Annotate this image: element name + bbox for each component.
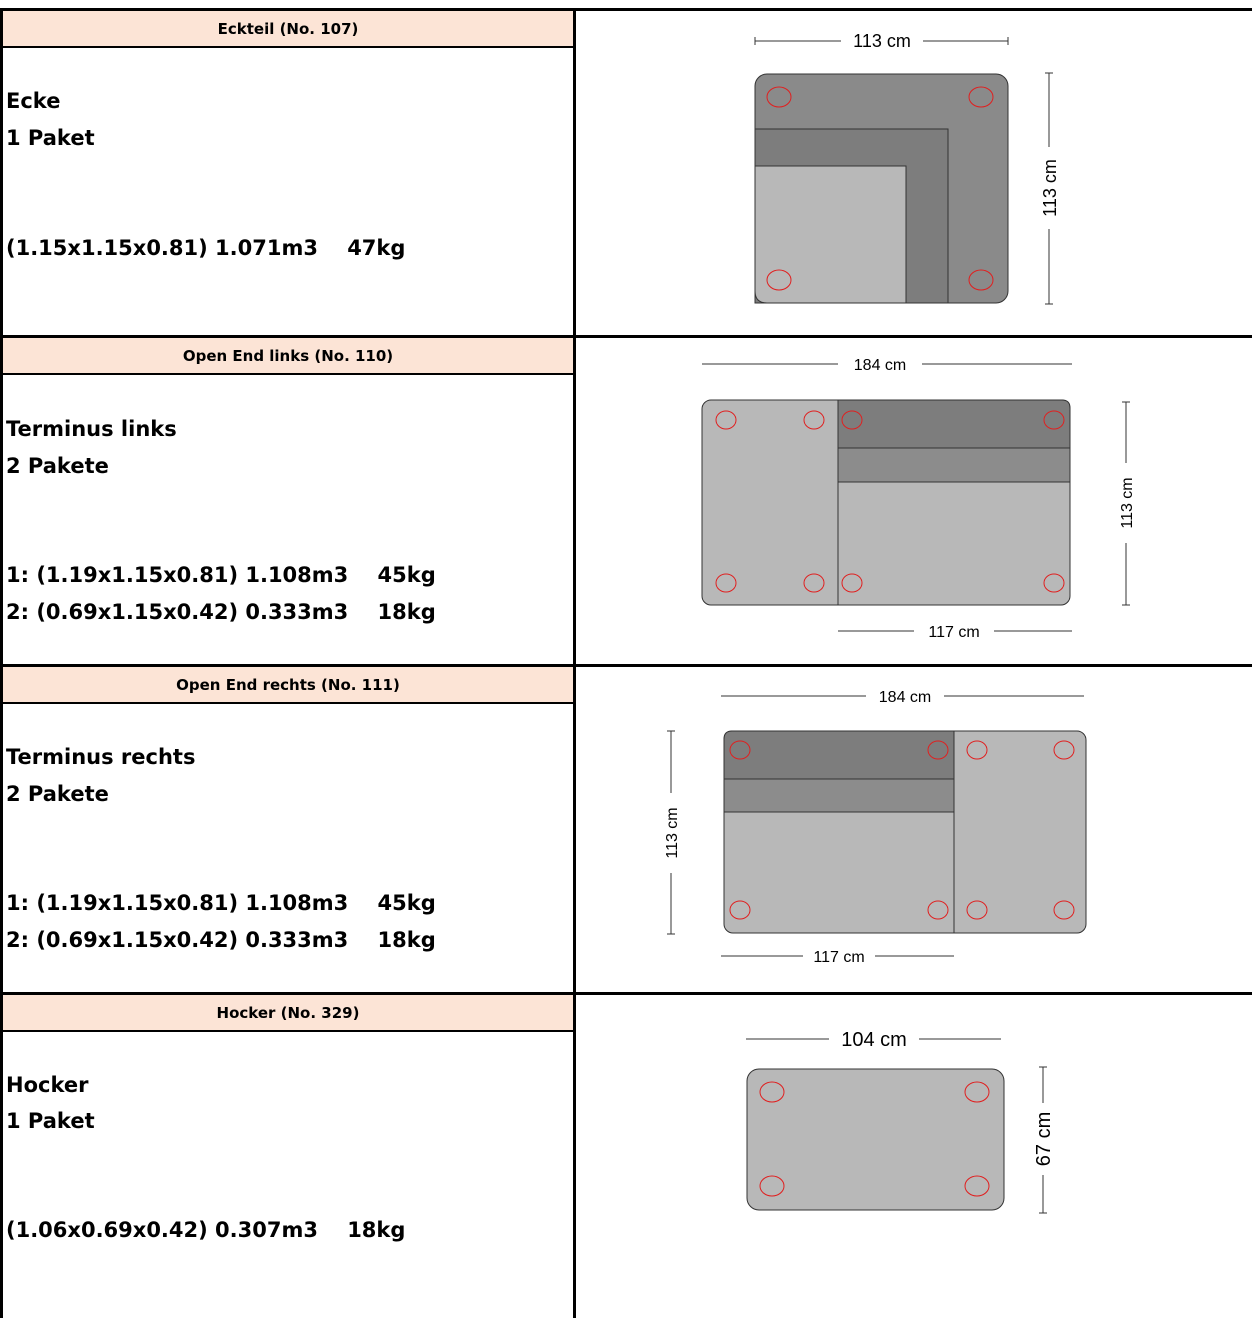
package-count: 1 Paket <box>6 126 95 150</box>
product-info-cell: Hocker (No. 329) Hocker 1 Paket (1.06x0.… <box>0 995 576 1318</box>
product-header: Hocker (No. 329) <box>3 995 573 1032</box>
package-dimensions-2: 2: (0.69x1.15x0.42) 0.333m3 18kg <box>6 600 436 624</box>
product-header: Eckteil (No. 107) <box>3 11 573 48</box>
leg-marker <box>966 740 988 760</box>
leg-marker <box>766 269 792 291</box>
product-info-cell: Eckteil (No. 107) Ecke 1 Paket (1.15x1.1… <box>0 11 576 335</box>
dimension-label-bottom: 117 cm <box>928 624 979 641</box>
dimension-label-side: 113 cm <box>1040 159 1060 217</box>
product-info-cell: Open End rechts (No. 111) Terminus recht… <box>0 667 576 992</box>
package-count: 2 Pakete <box>6 782 109 806</box>
leg-marker <box>968 86 994 108</box>
leg-marker <box>841 410 863 430</box>
product-diagram-cell: 113 cm 113 cm <box>576 11 1252 335</box>
dimension-label-top: 104 cm <box>841 1029 907 1051</box>
package-count: 2 Pakete <box>6 454 109 478</box>
leg-marker <box>729 740 751 760</box>
product-header: Open End rechts (No. 111) <box>3 667 573 704</box>
corner-seat-cushion <box>754 165 907 304</box>
dimension-label-top: 184 cm <box>879 689 931 706</box>
leg-marker <box>1053 740 1075 760</box>
leg-marker <box>715 573 737 593</box>
package-dimensions-1: 1: (1.19x1.15x0.81) 1.108m3 45kg <box>6 563 436 587</box>
product-row-hocker: Hocker (No. 329) Hocker 1 Paket (1.06x0.… <box>0 995 1252 1318</box>
product-name: Hocker <box>6 1073 89 1097</box>
leg-marker <box>729 900 751 920</box>
dimension-label-side: 67 cm <box>1033 1112 1055 1166</box>
leg-marker <box>766 86 792 108</box>
ottoman-diagram: 104 cm 67 cm <box>746 1027 1055 1214</box>
leg-marker <box>803 573 825 593</box>
product-row-open-end-rechts: Open End rechts (No. 111) Terminus recht… <box>0 667 1252 992</box>
leg-marker <box>1043 573 1065 593</box>
leg-marker <box>1043 410 1065 430</box>
backrest-cushion <box>837 447 1071 483</box>
open-end-right-diagram: 184 cm 113 cm 117 cm <box>662 686 1087 966</box>
product-header: Open End links (No. 110) <box>3 338 573 375</box>
leg-marker <box>968 269 994 291</box>
dimension-label-top: 184 cm <box>854 357 906 374</box>
leg-marker <box>759 1175 785 1197</box>
corner-diagram: 113 cm 113 cm <box>754 31 1060 305</box>
product-diagram-cell: 104 cm 67 cm <box>576 995 1252 1318</box>
product-diagram-cell: 184 cm 113 cm 117 cm <box>576 667 1252 992</box>
backrest <box>837 399 1071 449</box>
leg-marker <box>927 900 949 920</box>
product-diagram-cell: 184 cm 113 cm 117 cm <box>576 338 1252 664</box>
package-dimensions: (1.06x0.69x0.42) 0.307m3 18kg <box>6 1218 406 1242</box>
backrest <box>723 730 955 780</box>
dimension-label-side: 113 cm <box>664 807 681 858</box>
leg-marker <box>966 900 988 920</box>
leg-marker <box>964 1081 990 1103</box>
product-name: Ecke <box>6 89 61 113</box>
backrest-cushion <box>723 778 955 813</box>
leg-marker <box>841 573 863 593</box>
package-dimensions-2: 2: (0.69x1.15x0.42) 0.333m3 18kg <box>6 928 436 952</box>
product-row-eckteil: Eckteil (No. 107) Ecke 1 Paket (1.15x1.1… <box>0 11 1252 335</box>
leg-marker <box>759 1081 785 1103</box>
package-count: 1 Paket <box>6 1109 95 1133</box>
package-dimensions-1: 1: (1.19x1.15x0.81) 1.108m3 45kg <box>6 891 436 915</box>
dimension-label-bottom: 117 cm <box>813 949 864 966</box>
product-name: Terminus rechts <box>6 745 196 769</box>
package-dimensions: (1.15x1.15x0.81) 1.071m3 47kg <box>6 236 406 260</box>
product-row-open-end-links: Open End links (No. 110) Terminus links … <box>0 338 1252 664</box>
leg-marker <box>964 1175 990 1197</box>
ottoman-outline <box>746 1068 1005 1211</box>
product-info-cell: Open End links (No. 110) Terminus links … <box>0 338 576 664</box>
leg-marker <box>715 410 737 430</box>
product-name: Terminus links <box>6 417 177 441</box>
leg-marker <box>927 740 949 760</box>
leg-marker <box>803 410 825 430</box>
dimension-label-side: 113 cm <box>1119 477 1136 528</box>
open-end-left-diagram: 184 cm 113 cm 117 cm <box>701 354 1136 641</box>
dimension-label-top: 113 cm <box>853 31 911 51</box>
leg-marker <box>1053 900 1075 920</box>
